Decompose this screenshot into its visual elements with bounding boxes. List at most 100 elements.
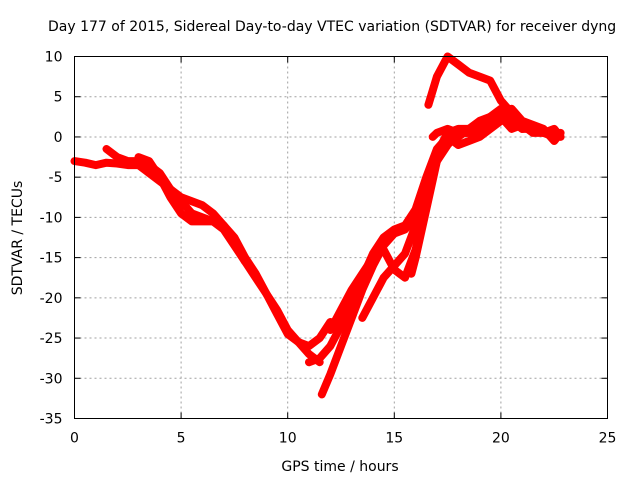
data-point xyxy=(454,61,462,69)
grid xyxy=(74,56,608,419)
chart-title: Day 177 of 2015, Sidereal Day-to-day VTE… xyxy=(48,19,616,35)
data-point xyxy=(465,137,473,145)
series-arc-10 xyxy=(424,52,527,133)
data-point xyxy=(486,113,494,121)
data-point xyxy=(540,125,548,133)
data-point xyxy=(465,129,473,137)
data-point xyxy=(508,125,516,133)
data-point xyxy=(241,258,249,266)
series-arc-2 xyxy=(102,145,324,367)
series-arc-11 xyxy=(428,104,505,141)
data-point xyxy=(454,141,462,149)
data-point xyxy=(518,125,526,133)
data-point xyxy=(380,246,388,254)
data-point xyxy=(113,153,121,161)
y-tick-label: -35 xyxy=(40,412,63,428)
data-point xyxy=(273,310,281,318)
data-point xyxy=(92,161,100,169)
data-point xyxy=(348,314,356,322)
data-point xyxy=(209,217,217,225)
y-tick-label: -25 xyxy=(40,331,63,347)
y-tick-label: -30 xyxy=(40,371,63,387)
data-point xyxy=(529,121,537,129)
data-point xyxy=(433,73,441,81)
data-point xyxy=(433,157,441,165)
data-point xyxy=(166,193,174,201)
data-point xyxy=(486,125,494,133)
data-point xyxy=(326,370,334,378)
x-tick-labels: 0 5 10 15 20 25 xyxy=(70,431,616,447)
data-point xyxy=(550,137,558,145)
data-point xyxy=(326,342,334,350)
data-point xyxy=(424,101,432,109)
data-point xyxy=(407,270,415,278)
data-point xyxy=(358,286,366,294)
y-tick-label: 5 xyxy=(54,90,63,106)
data-point xyxy=(465,69,473,77)
y-axis-label: SDTVAR / TECUs xyxy=(10,181,26,296)
x-tick-label: 20 xyxy=(492,431,510,447)
x-tick-label: 0 xyxy=(70,431,79,447)
data-point xyxy=(476,121,484,129)
data-point xyxy=(550,125,558,133)
data-point xyxy=(177,209,185,217)
data-point xyxy=(198,217,206,225)
data-point xyxy=(401,225,409,233)
data-point xyxy=(390,229,398,237)
x-tick-label: 25 xyxy=(599,431,617,447)
data-point xyxy=(156,173,164,181)
data-point xyxy=(326,326,334,334)
data-point xyxy=(102,145,110,153)
data-point xyxy=(412,254,420,262)
data-point xyxy=(390,266,398,274)
y-tick-label: 0 xyxy=(54,130,63,146)
series-line xyxy=(70,157,335,351)
x-axis-label: GPS time / hours xyxy=(281,459,398,475)
data-point xyxy=(369,254,377,262)
series-arc-6 xyxy=(326,253,377,334)
data-point xyxy=(529,129,537,137)
data-point xyxy=(134,153,142,161)
data-point xyxy=(188,209,196,217)
y-tick-labels: 10 5 0 -5 -10 -15 -20 -25 -30 -35 xyxy=(40,50,63,428)
data-point xyxy=(145,169,153,177)
series-arc-3 xyxy=(134,153,250,266)
data-point xyxy=(444,125,452,133)
data-point xyxy=(358,270,366,278)
data-point xyxy=(198,201,206,209)
x-tick-label: 15 xyxy=(385,431,403,447)
data-point xyxy=(476,73,484,81)
data-point xyxy=(433,129,441,137)
y-tick-label: -20 xyxy=(40,291,63,307)
data-point xyxy=(348,286,356,294)
data-point xyxy=(188,197,196,205)
data-point xyxy=(102,159,110,167)
data-point xyxy=(401,274,409,282)
data-point xyxy=(476,133,484,141)
plot-frame xyxy=(74,56,608,419)
data-series xyxy=(70,52,565,399)
data-point xyxy=(294,338,302,346)
data-point xyxy=(188,217,196,225)
data-point xyxy=(316,334,324,342)
data-point xyxy=(305,350,313,358)
data-point xyxy=(81,159,89,167)
series-line xyxy=(102,145,324,367)
data-point xyxy=(262,290,270,298)
data-point xyxy=(305,358,313,366)
data-point xyxy=(557,129,565,137)
data-point xyxy=(497,97,505,105)
data-point xyxy=(124,157,132,165)
y-tick-label: -5 xyxy=(49,170,63,186)
data-point xyxy=(508,109,516,117)
data-point xyxy=(337,342,345,350)
data-point xyxy=(497,105,505,113)
data-point xyxy=(337,322,345,330)
data-point xyxy=(145,157,153,165)
axis-ticks xyxy=(74,56,608,419)
series-line xyxy=(424,52,527,133)
data-point xyxy=(209,209,217,217)
data-point xyxy=(401,250,409,258)
data-point xyxy=(486,77,494,85)
data-point xyxy=(429,133,437,141)
